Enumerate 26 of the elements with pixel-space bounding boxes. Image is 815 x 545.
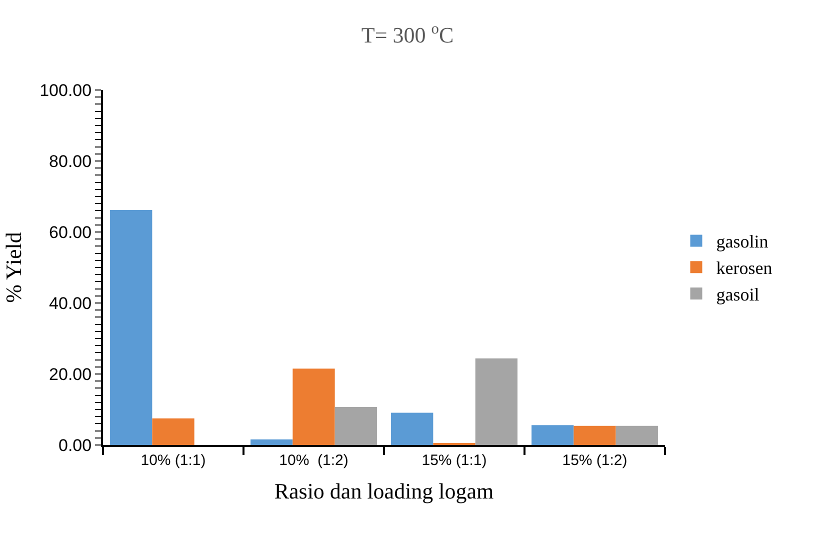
x-tick-label: 10% (1:1) <box>140 452 206 469</box>
legend-label: gasoil <box>716 284 760 305</box>
bar <box>292 368 335 445</box>
chart-title: T= 300 $^{o}$C <box>361 20 454 48</box>
x-tick-label: 15% (1:2) <box>562 452 628 469</box>
x-tick-label: 10% (1:2) <box>279 452 348 469</box>
bar <box>152 418 194 445</box>
legend-label: gasolin <box>716 232 768 252</box>
bar <box>250 439 293 445</box>
x-tick-label: 15% (1:1) <box>422 452 487 469</box>
legend-label: kerosen <box>716 258 772 278</box>
y-axis-title: % Yield <box>0 232 26 303</box>
y-tick-label: 60.00 <box>49 222 92 242</box>
bar <box>532 425 574 445</box>
bar <box>475 358 518 445</box>
bar <box>616 426 658 445</box>
y-tick-label: 0.00 <box>58 436 92 455</box>
y-tick-label: 80.00 <box>49 152 92 171</box>
x-axis-title: Rasio dan loading logam <box>274 478 494 504</box>
bar <box>110 210 152 445</box>
y-tick-label: 40.00 <box>49 294 92 313</box>
bar <box>334 407 377 445</box>
bar <box>574 426 616 445</box>
bar <box>391 412 434 445</box>
y-tick-label: 20.00 <box>49 364 92 384</box>
y-tick-label: 100.00 <box>40 80 92 100</box>
